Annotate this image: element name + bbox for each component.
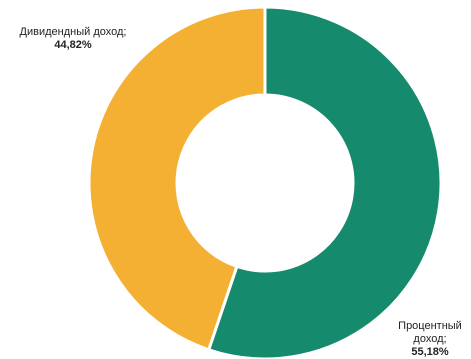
slice-value-interest-income: 55,18% bbox=[386, 346, 471, 359]
slice-label-dividend-income-line1: Дивидендный доход; bbox=[8, 26, 138, 39]
slice-label-interest-income-line2: доход; bbox=[386, 333, 471, 346]
slice-label-dividend-income: Дивидендный доход; 44,82% bbox=[8, 26, 138, 52]
slice-label-interest-income-line1: Процентный bbox=[386, 320, 471, 333]
slice-value-dividend-income: 44,82% bbox=[8, 39, 138, 52]
slice-label-interest-income: Процентный доход; 55,18% bbox=[386, 320, 471, 359]
